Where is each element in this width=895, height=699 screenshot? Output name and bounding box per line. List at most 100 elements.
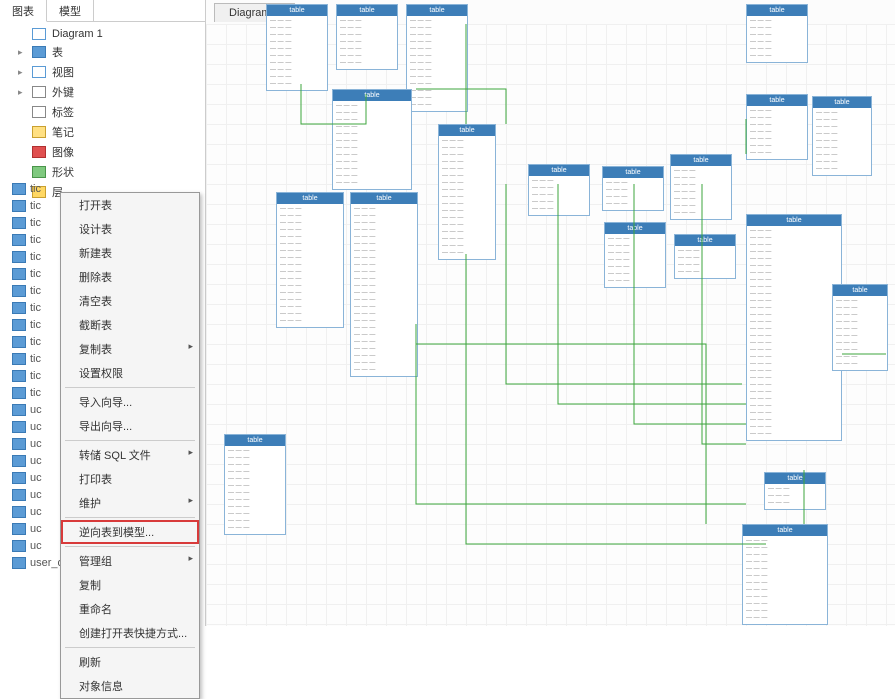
tree-item-image[interactable]: 图像 (6, 142, 199, 162)
menu-item[interactable]: 维护 (61, 491, 199, 515)
entity-body: — — —— — —— — —— — —— — —— — —— — —— — —… (439, 136, 495, 259)
table-name: tic (30, 268, 41, 280)
entity-header: table (267, 5, 327, 16)
note-icon (32, 126, 46, 138)
entity-body: — — —— — —— — —— — —— — —— — —— — —— — —… (277, 204, 343, 327)
entity-header: table (603, 167, 663, 178)
entity-header: table (333, 90, 411, 101)
entity-box[interactable]: table— — —— — —— — — (764, 472, 826, 510)
entity-box[interactable]: table— — —— — —— — —— — —— — —— — —— — —… (742, 524, 828, 625)
entity-body: — — —— — —— — —— — —— — —— — —— — — (671, 166, 731, 219)
entity-box[interactable]: table— — —— — —— — —— — —— — —— — —— — — (336, 4, 398, 70)
entity-box[interactable]: table— — —— — —— — —— — —— — —— — —— — —… (276, 192, 344, 328)
table-name: tic (30, 217, 41, 229)
entity-body: — — —— — —— — —— — —— — —— — —— — —— — —… (747, 226, 841, 440)
entity-header: table (407, 5, 467, 16)
table-icon (12, 557, 26, 569)
tree-item-note[interactable]: 笔记 (6, 122, 199, 142)
tree-item-label: 笔记 (52, 124, 74, 140)
entity-header: table (747, 5, 807, 16)
entity-box[interactable]: table— — —— — —— — —— — —— — —— — —— — — (746, 94, 808, 160)
entity-box[interactable]: table— — —— — —— — —— — —— — —— — —— — — (670, 154, 732, 220)
table-icon (12, 353, 26, 365)
entity-box[interactable]: table— — —— — —— — —— — — (674, 234, 736, 279)
entity-box[interactable]: table— — —— — —— — —— — —— — —— — —— — —… (832, 284, 888, 371)
entity-body: — — —— — —— — —— — —— — —— — —— — —— — —… (333, 101, 411, 189)
table-icon (12, 506, 26, 518)
entity-box[interactable]: table— — —— — —— — —— — —— — —— — —— — —… (812, 96, 872, 176)
menu-item[interactable]: 新建表 (61, 241, 199, 265)
entity-body: — — —— — —— — —— — —— — —— — —— — —— — —… (813, 108, 871, 175)
menu-item[interactable]: 转储 SQL 文件 (61, 443, 199, 467)
entity-body: — — —— — —— — —— — — (603, 178, 663, 210)
tree-item-label: 视图 (52, 64, 74, 80)
menu-item[interactable]: 刷新 (61, 650, 199, 674)
table-icon (12, 455, 26, 467)
entity-box[interactable]: table— — —— — —— — —— — —— — —— — —— — —… (224, 434, 286, 535)
tree-item-view[interactable]: ▸ 视图 (6, 62, 199, 82)
entity-header: table (605, 223, 665, 234)
menu-item[interactable]: 重命名 (61, 597, 199, 621)
menu-item[interactable]: 管理组 (61, 549, 199, 573)
menu-item[interactable]: 打印表 (61, 467, 199, 491)
object-tree: Diagram 1▸表▸视图▸外键标签笔记图像形状层 (0, 22, 205, 206)
menu-item[interactable]: 对象信息 (61, 674, 199, 698)
table-name: tic (30, 387, 41, 399)
menu-item[interactable]: 复制 (61, 573, 199, 597)
tree-item-table[interactable]: ▸表 (6, 42, 199, 62)
entity-header: table (747, 215, 841, 226)
menu-item[interactable]: 设计表 (61, 217, 199, 241)
menu-item[interactable]: 逆向表到模型... (61, 520, 199, 544)
table-name: tic (30, 336, 41, 348)
menu-item[interactable]: 创建打开表快捷方式... (61, 621, 199, 645)
menu-item[interactable]: 截断表 (61, 313, 199, 337)
entity-box[interactable]: table— — —— — —— — —— — —— — —— — —— — —… (332, 89, 412, 190)
menu-item[interactable]: 复制表 (61, 337, 199, 361)
image-icon (32, 146, 46, 158)
menu-separator (65, 387, 195, 388)
entity-header: table (743, 525, 827, 536)
entity-header: table (439, 125, 495, 136)
entity-header: table (747, 95, 807, 106)
panel-tabs: 图表 模型 (0, 0, 205, 22)
menu-item[interactable]: 删除表 (61, 265, 199, 289)
entity-box[interactable]: table— — —— — —— — —— — —— — —— — —— — —… (438, 124, 496, 260)
menu-item[interactable]: 打开表 (61, 193, 199, 217)
entity-box[interactable]: table— — —— — —— — —— — —— — —— — — (746, 4, 808, 63)
tree-item-shape[interactable]: 形状 (6, 162, 199, 182)
table-icon (12, 319, 26, 331)
er-canvas[interactable]: table— — —— — —— — —— — —— — —— — —— — —… (206, 24, 895, 626)
tree-item-label: Diagram 1 (52, 28, 103, 40)
tab-model[interactable]: 模型 (47, 0, 94, 21)
expand-icon[interactable]: ▸ (18, 47, 26, 58)
label-icon (32, 106, 46, 118)
table-icon (12, 540, 26, 552)
entity-box[interactable]: table— — —— — —— — —— — — (602, 166, 664, 211)
entity-box[interactable]: table— — —— — —— — —— — —— — —— — —— — —… (406, 4, 468, 112)
entity-body: — — —— — —— — —— — —— — —— — —— — —— — —… (833, 296, 887, 370)
table-icon (12, 387, 26, 399)
menu-item[interactable]: 清空表 (61, 289, 199, 313)
menu-item[interactable]: 导入向导... (61, 390, 199, 414)
diagram-icon (32, 28, 46, 40)
tree-item-diagram[interactable]: Diagram 1 (6, 26, 199, 42)
view-icon (32, 66, 46, 78)
menu-item[interactable]: 设置权限 (61, 361, 199, 385)
tree-item-label[interactable]: 标签 (6, 102, 199, 122)
entity-body: — — —— — —— — —— — —— — — (529, 176, 589, 215)
entity-box[interactable]: table— — —— — —— — —— — —— — — (528, 164, 590, 216)
entity-box[interactable]: table— — —— — —— — —— — —— — —— — —— — —… (350, 192, 418, 377)
entity-box[interactable]: table— — —— — —— — —— — —— — —— — —— — —… (266, 4, 328, 91)
tab-diagram[interactable]: 图表 (0, 0, 47, 22)
table-name: tic (30, 302, 41, 314)
tree-item-fk[interactable]: ▸外键 (6, 82, 199, 102)
menu-item[interactable]: 导出向导... (61, 414, 199, 438)
entity-header: table (813, 97, 871, 108)
table-icon (12, 370, 26, 382)
expand-icon[interactable]: ▸ (18, 87, 26, 98)
table-name: uc (30, 472, 42, 484)
entity-box[interactable]: table— — —— — —— — —— — —— — —— — —— — —… (746, 214, 842, 441)
entity-box[interactable]: table— — —— — —— — —— — —— — —— — —— — — (604, 222, 666, 288)
expand-icon[interactable]: ▸ (18, 67, 26, 78)
tree-item-label: 形状 (52, 164, 74, 180)
